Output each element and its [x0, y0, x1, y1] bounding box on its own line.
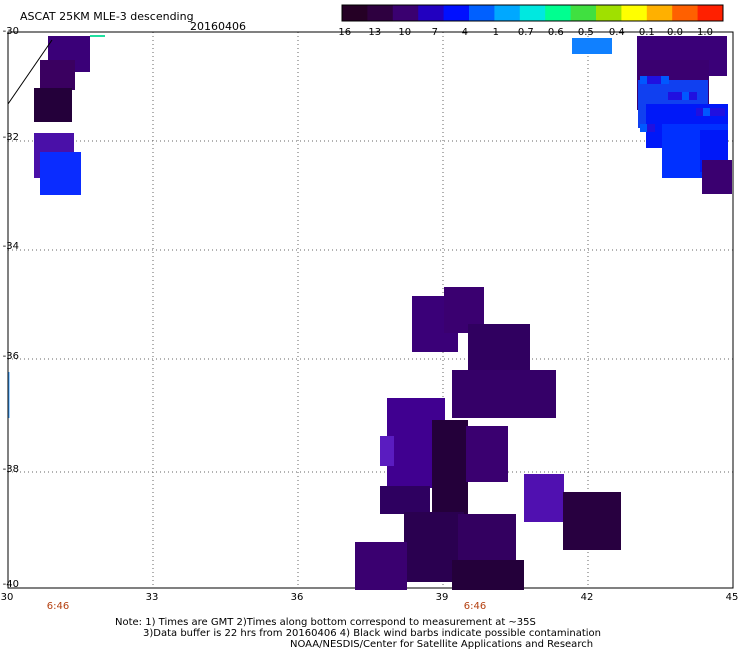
colorbar-segment — [342, 5, 368, 21]
wind-barb — [7, 39, 53, 105]
wind-speed-cell — [458, 514, 516, 564]
wind-speed-cell — [647, 76, 655, 84]
wind-speed-cell — [710, 108, 718, 116]
colorbar-label: -7 — [428, 27, 438, 38]
lon-label: 45 — [725, 592, 739, 603]
colorbar-label: 0.0 — [667, 27, 683, 38]
colorbar-segment — [672, 5, 699, 21]
wind-speed-cell — [572, 38, 612, 54]
wind-speed-cell — [34, 88, 72, 122]
colorbar-segment — [519, 5, 546, 21]
wind-speed-cell — [452, 560, 524, 590]
colorbar-label: -0.4 — [605, 27, 625, 38]
wind-speed-cell — [647, 124, 655, 132]
colorbar-label: -13 — [364, 27, 382, 38]
wind-speed-cell — [40, 152, 81, 195]
pass-time-label: 6:46 — [46, 601, 70, 612]
colorbar-label: -4 — [458, 27, 468, 38]
wind-speed-cell — [682, 92, 690, 100]
lat-label: -34 — [2, 241, 19, 252]
pass-time-label: 6:46 — [463, 601, 487, 612]
colorbar-label: -0.6 — [544, 27, 564, 38]
wind-speed-cell — [40, 60, 75, 90]
wind-speed-cell — [563, 492, 621, 550]
wind-speed-cell — [668, 92, 676, 100]
map-frame — [7, 31, 734, 589]
wind-speed-cell — [380, 486, 430, 514]
colorbar-segment — [494, 5, 521, 21]
colorbar-segment — [443, 5, 470, 21]
colorbar-segment — [545, 5, 572, 21]
note-line-1: Note: 1) Times are GMT 2)Times along bot… — [115, 617, 536, 628]
lon-label: 30 — [0, 592, 14, 603]
colorbar-frame — [341, 4, 724, 22]
wind-speed-cell — [661, 76, 669, 84]
map-date: 20160406 — [190, 20, 246, 33]
colorbar-segment — [469, 5, 495, 21]
wind-speed-cell — [524, 474, 564, 522]
lat-label: -40 — [2, 579, 19, 590]
lat-label: -32 — [2, 132, 19, 143]
wind-speed-cell — [468, 324, 530, 374]
wind-speed-cell — [355, 542, 407, 590]
wind-speed-cell — [675, 92, 683, 100]
wind-speed-cell — [380, 436, 394, 466]
colorbar-segment — [596, 5, 622, 21]
lon-label: 33 — [145, 592, 159, 603]
lon-label: 42 — [580, 592, 594, 603]
map-title: ASCAT 25KM MLE-3 descending — [20, 10, 194, 23]
colorbar-segment — [367, 5, 394, 21]
note-line-2: 3)Data buffer is 22 hrs from 20160406 4)… — [143, 628, 601, 639]
wind-speed-cell — [702, 160, 732, 194]
wind-speed-cell — [640, 124, 648, 132]
colorbar-label: -16 — [334, 27, 352, 38]
wind-speed-cell — [689, 92, 697, 100]
colorbar-label: 1.0 — [697, 27, 713, 38]
lat-label: -30 — [2, 26, 19, 37]
lon-label: 36 — [290, 592, 304, 603]
wind-speed-cell — [703, 108, 711, 116]
colorbar-segment — [418, 5, 445, 21]
wind-speed-cell — [466, 426, 508, 482]
colorbar-segment — [646, 5, 673, 21]
colorbar-segment — [570, 5, 597, 21]
colorbar-segment — [392, 5, 419, 21]
wind-speed-cell — [717, 108, 725, 116]
lon-label: 39 — [435, 592, 449, 603]
colorbar-segment — [621, 5, 648, 21]
note-line-3: NOAA/NESDIS/Center for Satellite Applica… — [290, 639, 594, 650]
wind-speed-cell — [696, 108, 704, 116]
wind-speed-cell — [452, 370, 556, 418]
colorbar-label: -0.5 — [574, 27, 594, 38]
colorbar-label: -10 — [394, 27, 412, 38]
colorbar-segment — [697, 5, 724, 21]
wind-speed-cell — [640, 76, 648, 84]
wind-speed-cell — [654, 76, 662, 84]
colorbar-label: -0.1 — [635, 27, 655, 38]
lat-label: -36 — [2, 351, 19, 362]
colorbar-label: -0.7 — [514, 27, 534, 38]
colorbar-label: -1 — [489, 27, 499, 38]
lat-label: -38 — [2, 464, 19, 475]
